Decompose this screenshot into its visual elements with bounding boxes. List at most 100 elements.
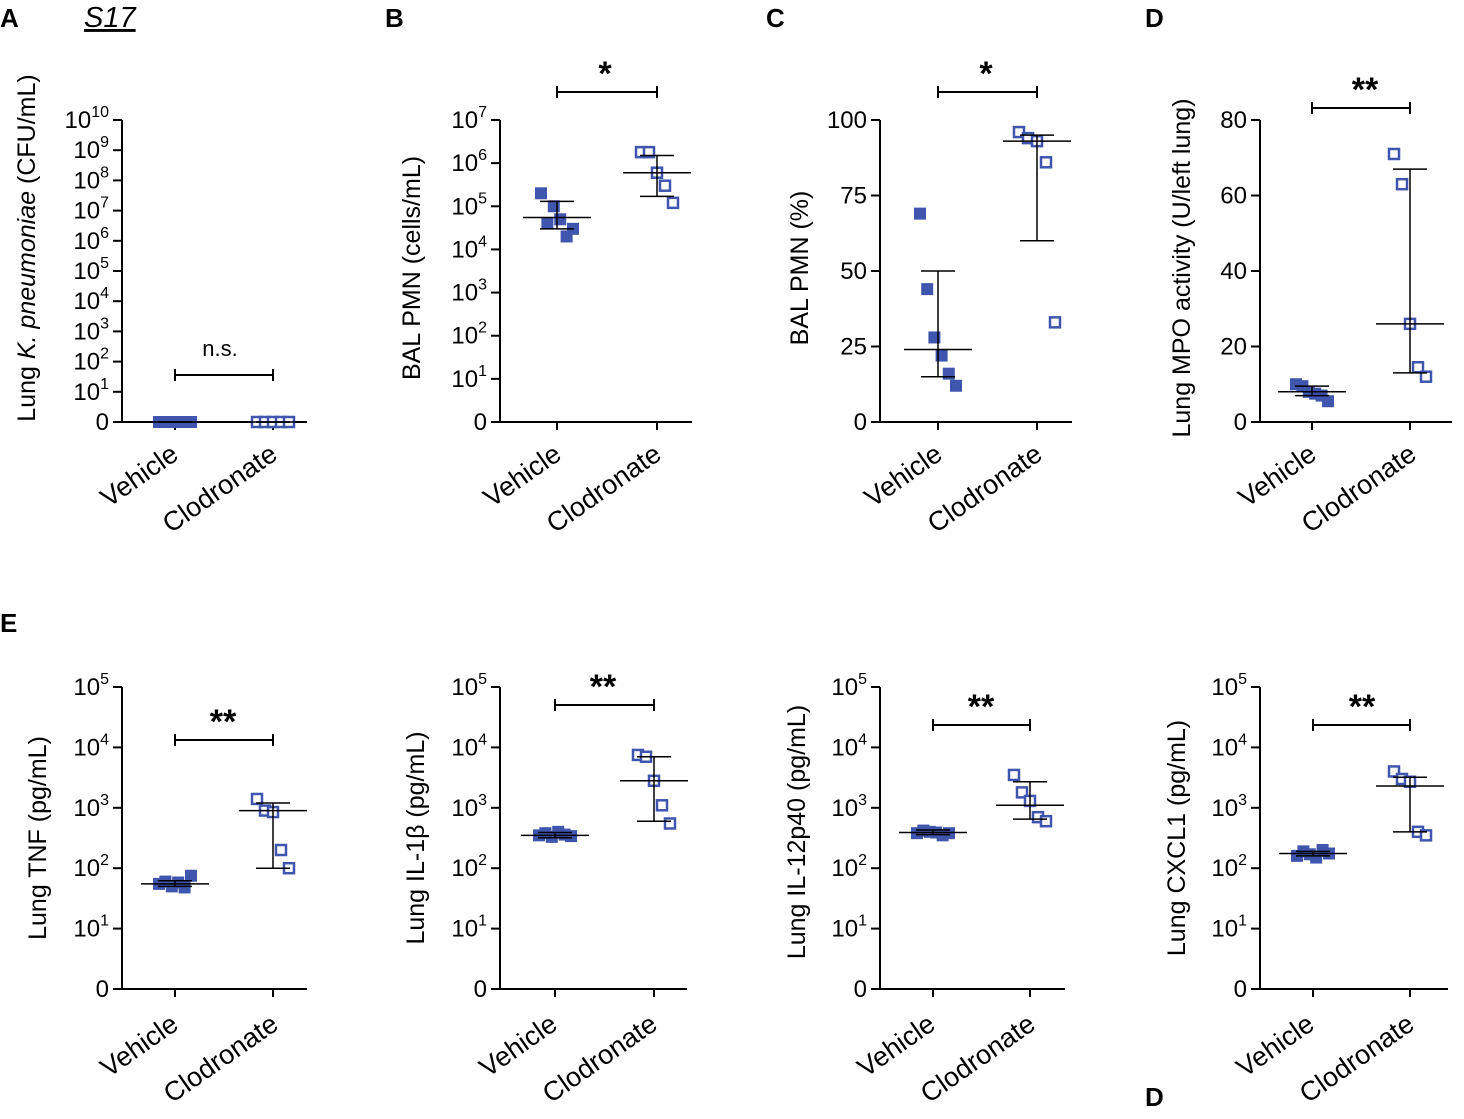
- y-tick-label: 101: [1211, 913, 1247, 943]
- x-category-label: Vehicle: [95, 438, 184, 513]
- y-tick-label: 50: [840, 258, 867, 285]
- panel-letter: D: [1145, 1082, 1164, 1112]
- y-tick-label: 0: [474, 409, 487, 436]
- significance-label: **: [968, 688, 995, 726]
- x-category-label: Vehicle: [478, 438, 567, 513]
- data-point-filled: [950, 379, 962, 392]
- y-tick-label: 106: [73, 225, 109, 255]
- y-tick-label: 103: [451, 277, 487, 307]
- y-tick-label: 100: [827, 107, 867, 134]
- data-point-open: [1387, 147, 1401, 161]
- y-tick-label: 0: [854, 409, 867, 436]
- data-point-filled: [942, 367, 955, 380]
- y-tick-label: 0: [474, 976, 487, 1003]
- y-tick-label: 0: [1234, 409, 1247, 436]
- data-point-open: [1395, 177, 1409, 191]
- x-category-label: Clodronate: [158, 1008, 283, 1108]
- y-tick-label: 102: [831, 852, 867, 882]
- y-axis-title: BAL PMN (cells/mL): [398, 156, 426, 380]
- y-tick-label: 80: [1220, 107, 1247, 134]
- panel-b: B BAL PMN (cells/mL) Vehicle Clodronate …: [385, 3, 692, 539]
- y-tick-label: 102: [451, 320, 487, 350]
- significance-label: n.s.: [202, 336, 237, 361]
- y-tick-label: 102: [73, 852, 109, 882]
- panel-c: C BAL PMN (%) Vehicle Clodronate * 0 25 50…: [766, 3, 1072, 539]
- y-tick-label: 105: [451, 190, 487, 220]
- y-tick-label: 60: [1220, 183, 1247, 210]
- data-point-filled: [541, 217, 554, 230]
- x-category-label: Vehicle: [95, 1008, 184, 1083]
- panel-letter: E: [0, 608, 17, 638]
- panel-a: A Lung K. pneumoniae (CFU/mL) Vehicle Cl…: [0, 3, 307, 539]
- y-tick-label: 107: [451, 104, 487, 134]
- y-tick-label: 1010: [65, 104, 110, 134]
- significance-label: *: [979, 55, 993, 93]
- y-tick-label: 101: [73, 376, 109, 406]
- y-tick-label: 0: [1234, 976, 1247, 1003]
- data-point-open: [1419, 829, 1433, 842]
- y-tick-label: 20: [1220, 334, 1247, 361]
- x-category-label: Clodronate: [537, 1008, 662, 1108]
- y-tick-label: 104: [831, 731, 867, 761]
- y-tick-label: 104: [1211, 731, 1247, 761]
- data-point-open: [1039, 814, 1053, 828]
- y-tick-label: 103: [831, 792, 867, 822]
- y-tick-label: 101: [451, 363, 487, 393]
- y-tick-label: 101: [73, 913, 109, 943]
- y-axis-title: Lung IL-12p40 (pg/mL): [783, 705, 811, 959]
- data-point-open: [1007, 768, 1021, 782]
- data-point-open: [1039, 156, 1053, 169]
- y-tick-label: 104: [73, 285, 109, 315]
- panel-e-cxcl1: D Lung CXCL1 (pg/mL) Vehicle Clodronate …: [1145, 671, 1448, 1112]
- significance-label: **: [1349, 688, 1376, 726]
- significance-label: *: [598, 55, 612, 93]
- panel-e-tnf: E Lung TNF (pg/mL) Vehicle Clodronate **…: [0, 608, 307, 1109]
- y-tick-label: 102: [73, 346, 109, 376]
- data-point-open: [663, 817, 677, 830]
- y-tick-label: 0: [854, 976, 867, 1003]
- y-tick-label: 109: [73, 134, 109, 164]
- data-point-open: [1387, 765, 1401, 778]
- y-tick-label: 102: [451, 852, 487, 882]
- panel-letter: C: [766, 3, 785, 33]
- data-point-filled: [554, 213, 567, 226]
- y-tick-label: 105: [73, 671, 109, 701]
- y-tick-label: 103: [1211, 792, 1247, 822]
- significance-label: **: [210, 703, 237, 741]
- data-point-filled: [921, 283, 934, 296]
- panel-letter: B: [385, 3, 404, 33]
- data-point-open: [1015, 786, 1029, 799]
- y-axis-title: Lung IL-1β (pg/mL): [402, 731, 430, 944]
- significance-label: **: [590, 668, 617, 706]
- x-category-label: Clodronate: [1296, 438, 1421, 538]
- panel-letter: D: [1145, 3, 1164, 33]
- y-tick-label: 101: [451, 913, 487, 943]
- y-tick-label: 106: [451, 147, 487, 177]
- y-tick-label: 25: [840, 334, 867, 361]
- y-tick-label: 103: [451, 792, 487, 822]
- data-point-open: [1419, 370, 1433, 383]
- data-point-open: [642, 145, 656, 159]
- x-category-label: Vehicle: [474, 1008, 563, 1083]
- y-axis-title: Lung CXCL1 (pg/mL): [1163, 720, 1191, 956]
- x-category-label: Vehicle: [859, 438, 948, 513]
- y-tick-label: 75: [840, 183, 867, 210]
- x-category-label: Clodronate: [915, 1008, 1040, 1108]
- y-tick-label: 101: [831, 913, 867, 943]
- panel-d: D Lung MPO activity (U/left lung) Vehicl…: [1145, 3, 1452, 539]
- y-tick-label: 104: [451, 731, 487, 761]
- y-tick-label: 40: [1220, 258, 1247, 285]
- y-tick-label: 103: [73, 792, 109, 822]
- data-point-open: [250, 792, 264, 806]
- data-point-open: [666, 196, 680, 210]
- x-category-label: Vehicle: [1231, 1008, 1320, 1083]
- y-axis-title: Lung TNF (pg/mL): [24, 736, 52, 940]
- panel-e-il12p40: Lung IL-12p40 (pg/mL) Vehicle Clodronate…: [783, 671, 1065, 1109]
- data-point-filled: [185, 869, 197, 882]
- y-axis-title: BAL PMN (%): [786, 191, 814, 346]
- y-tick-label: 105: [73, 255, 109, 285]
- x-category-label: Vehicle: [1233, 438, 1322, 513]
- data-point-open: [655, 799, 669, 812]
- y-tick-label: 105: [831, 671, 867, 701]
